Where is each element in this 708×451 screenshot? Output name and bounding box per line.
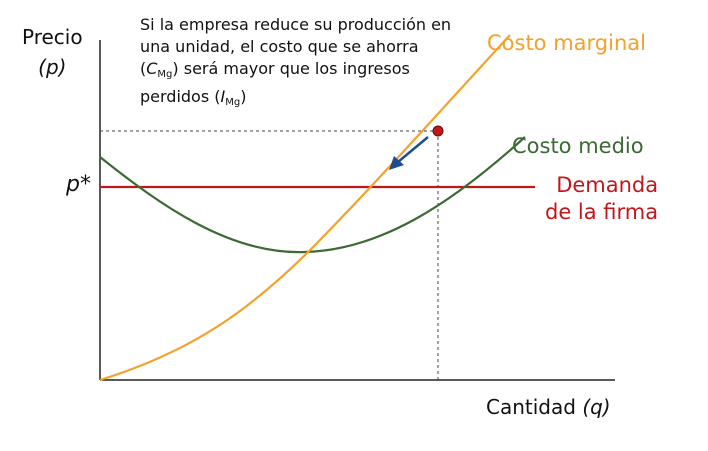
note-line-3-open: ( <box>140 59 147 78</box>
p-star-label: p* <box>66 172 91 197</box>
demand-label: Demanda de la firma <box>545 172 658 226</box>
note-line-2: una unidad, el costo que se ahorra <box>140 37 419 56</box>
img-subscript: Mg <box>225 97 241 108</box>
demand-label-line-1: Demanda <box>556 173 659 197</box>
average-cost-label: Costo medio <box>512 134 644 158</box>
x-axis-variable: (q) <box>582 395 611 419</box>
img-symbol: I <box>220 87 226 106</box>
marginal-cost-label: Costo marginal <box>487 31 646 55</box>
note-line-4-start: perdidos ( <box>140 87 221 106</box>
demand-label-line-2: de la firma <box>545 200 659 224</box>
note-line-3: (CMg) será mayor que los ingresos <box>140 58 490 86</box>
x-axis-title: Cantidad <box>486 395 576 419</box>
average-cost-curve <box>99 136 526 254</box>
cmg-symbol: C <box>146 59 158 78</box>
x-axis-label: Cantidad (q) <box>486 395 611 419</box>
note-line-4: perdidos (IMg) <box>140 86 490 114</box>
note-line-3-rest: ) será mayor que los ingresos <box>172 59 410 78</box>
note-line-1: Si la empresa reduce su producción en <box>140 15 452 34</box>
intersection-point <box>432 125 444 137</box>
y-axis-variable: (p) <box>38 55 67 79</box>
cmg-subscript: Mg <box>157 69 173 80</box>
note-line-4-end: ) <box>240 87 247 106</box>
y-axis-title: Precio <box>22 25 83 49</box>
explanation-note: Si la empresa reduce su producción en un… <box>140 14 490 114</box>
movement-arrow-head <box>389 156 404 170</box>
movement-arrow-shaft <box>397 136 429 163</box>
y-axis-label: Precio (p) <box>22 22 83 82</box>
marginal-cost-curve <box>99 34 511 382</box>
